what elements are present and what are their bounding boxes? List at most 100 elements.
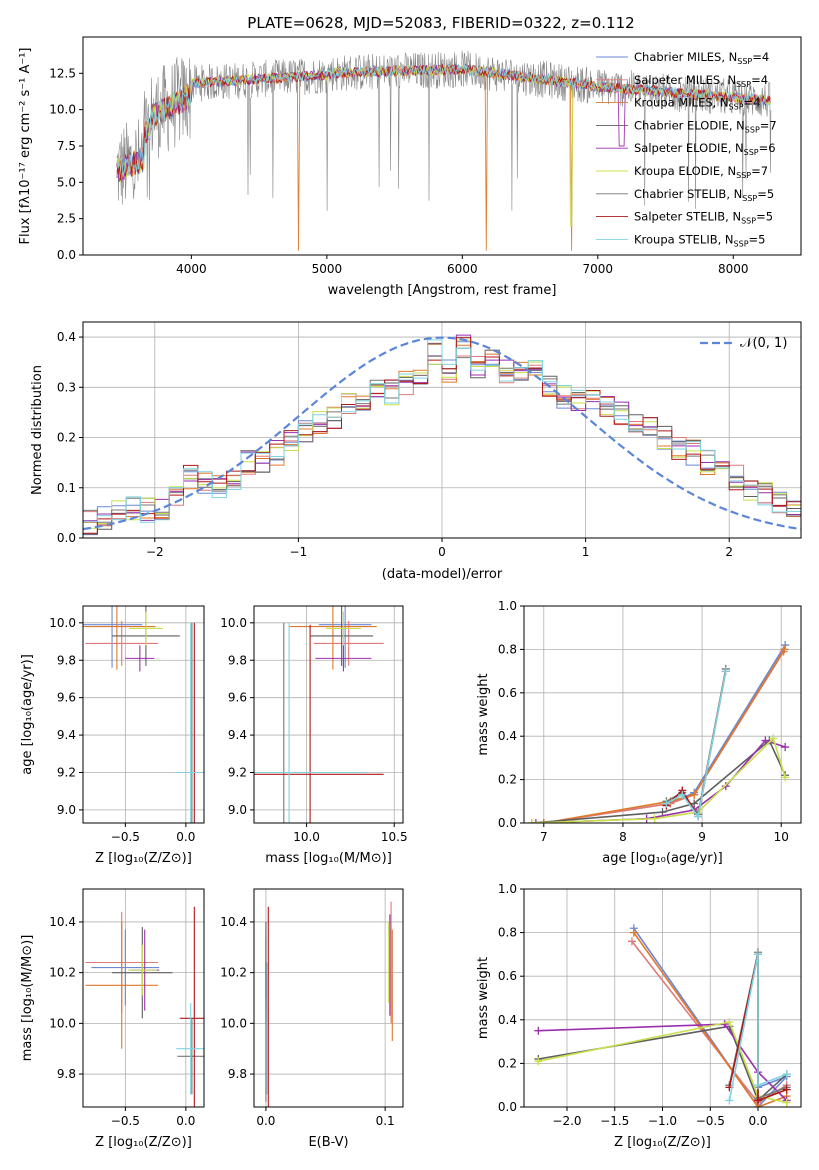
- weight-point-marker: [627, 937, 636, 946]
- residual-ytick-label: 0.0: [57, 531, 76, 545]
- weight-point-marker: [721, 782, 730, 791]
- spectrum-legend-label: Salpeter STELIB, NSSP=5: [634, 210, 773, 226]
- weight-point-marker: [694, 812, 703, 821]
- ylabel: mass weight: [476, 673, 491, 755]
- spectrum-lines: [116, 50, 772, 251]
- spectrum-xtick-label: 4000: [176, 262, 207, 276]
- ylabel: mass [log₁₀(M/M⊙)]: [20, 935, 35, 1062]
- residual-histograms: [83, 334, 801, 536]
- spectrum-ytick-label: 0.0: [57, 248, 76, 262]
- xtick-label: 0.0: [176, 1114, 195, 1128]
- weight-point-marker: [658, 808, 667, 817]
- panel-frame: [82, 888, 205, 1108]
- spectrum-legend-label: Chabrier MILES, NSSP=4: [634, 50, 769, 66]
- spectrum-xtick-label: 8000: [718, 262, 749, 276]
- panel-frame: [253, 605, 404, 824]
- spectrum-legend-label: Chabrier STELIB, NSSP=5: [634, 187, 774, 203]
- residual-ticks: −2 −1 0 1 2 0.0 0.1 0.2 0.3 0.4: [57, 330, 733, 559]
- spectrum-series-line: [116, 63, 771, 181]
- spectrum-xtick-label: 6000: [447, 262, 478, 276]
- ylabel: mass weight: [476, 957, 491, 1039]
- xtick-label: 10: [774, 830, 789, 844]
- xtick-label: −2.0: [552, 1114, 581, 1128]
- xtick-label: −1.5: [600, 1114, 629, 1128]
- plot-data: [527, 641, 790, 823]
- weight-point-marker: [534, 1026, 543, 1035]
- ytick-label: 9.8: [228, 653, 247, 667]
- spectrum-xtick-label: 7000: [583, 262, 614, 276]
- xtick-label: −0.5: [111, 830, 140, 844]
- residual-xtick-label: −2: [146, 545, 164, 559]
- xtick-label: 10.0: [293, 830, 320, 844]
- weight-series-line: [531, 739, 786, 823]
- plot-data: [265, 901, 393, 1107]
- spectrum-ytick-label: 5.0: [57, 175, 76, 189]
- weight-point-marker: [690, 790, 699, 799]
- spectrum-legend-label: Kroupa STELIB, NSSP=5: [634, 232, 765, 248]
- ytick-label: 9.6: [57, 691, 76, 705]
- residual-xtick-label: 0: [438, 545, 446, 559]
- weight-series-line: [728, 954, 787, 1101]
- ytick-label: 10.0: [49, 616, 76, 630]
- weight-point-marker: [761, 736, 770, 745]
- weight-point-marker: [662, 799, 671, 808]
- xtick-label: 0.0: [748, 1114, 767, 1128]
- weight-series-line: [543, 644, 786, 823]
- mass-vs-extinction-panel: 0.0 0.1 9.8 10.0 10.2 10.4 E(B-V): [220, 888, 404, 1150]
- xlabel: age [log₁₀(age/yr)]: [602, 851, 723, 866]
- xtick-label: −0.5: [111, 1114, 140, 1128]
- panel-frame: [523, 605, 802, 824]
- gaussian-curve: [82, 336, 802, 531]
- weight-vs-age-panel: 7 8 9 10 0.0 0.2 0.4 0.6 0.8 1.0 age [log₁₀(age/yr…: [476, 599, 802, 866]
- plot-data: [83, 606, 204, 823]
- spectrum-ylabel: Flux [fλ10⁻¹⁷ erg cm⁻² s⁻¹ A⁻¹]: [18, 48, 33, 245]
- spectrum-xlabel: wavelength [Angstrom, rest frame]: [328, 283, 557, 298]
- spectrum-legend-label: Chabrier ELODIE, NSSP=7: [634, 118, 777, 134]
- spectrum-series-line: [116, 63, 771, 177]
- xtick-label: 0.0: [256, 1114, 275, 1128]
- weight-point-marker: [782, 1085, 791, 1094]
- ytick-label: 9.0: [228, 803, 247, 817]
- ytick-label: 10.4: [220, 915, 247, 929]
- residual-xtick-label: 1: [582, 545, 590, 559]
- weight-series-line: [666, 670, 727, 819]
- spectrum-ytick-label: 2.5: [57, 212, 76, 226]
- ytick-label: 9.2: [57, 765, 76, 779]
- weight-point-marker: [527, 819, 536, 823]
- ytick-label: 9.2: [228, 765, 247, 779]
- spectrum-xtick-label: 5000: [312, 262, 343, 276]
- spectrum-panel: PLATE=0628, MJD=52083, FIBERID=0322, z=0…: [18, 14, 802, 298]
- spectrum-ytick-label: 12.5: [49, 66, 76, 80]
- ytick-label: 0.4: [498, 729, 517, 743]
- weight-point-marker: [782, 1070, 791, 1079]
- ytick-label: 0.0: [498, 1100, 517, 1114]
- xlabel: Z [log₁₀(Z/Z⊙)]: [95, 851, 192, 866]
- weight-point-marker: [534, 1057, 543, 1066]
- ytick-label: 10.0: [220, 616, 247, 630]
- weight-point-marker: [721, 667, 730, 676]
- weight-point-marker: [629, 928, 638, 937]
- residual-histogram-series: [83, 339, 801, 523]
- spectrum-legend-label: Salpeter MILES, NSSP=4: [634, 73, 768, 89]
- ytick-label: 0.6: [498, 969, 517, 983]
- weight-point-marker: [769, 734, 778, 743]
- residual-panel: −2 −1 0 1 2 0.0 0.1 0.2 0.3 0.4 (data-model)/erro…: [30, 321, 802, 582]
- residual-ylabel: Normed distribution: [30, 365, 45, 495]
- weight-point-marker: [650, 814, 659, 823]
- xtick-label: 10.5: [381, 830, 408, 844]
- weight-series-line: [633, 927, 788, 1107]
- weight-series-line: [538, 1021, 787, 1104]
- weight-point-marker: [780, 645, 789, 654]
- spectrum-legend-label: Kroupa ELODIE, NSSP=7: [634, 164, 768, 180]
- spectrum-legend-label: Salpeter ELODIE, NSSP=6: [634, 141, 776, 157]
- ytick-label: 9.4: [57, 728, 76, 742]
- xlabel: mass [log₁₀(M/M⊙)]: [265, 851, 392, 866]
- mass-vs-metallicity-panel: −0.5 0.0 9.8 10.0 10.2 10.4 Z [log₁₀(Z/Z⊙)] mas…: [20, 888, 205, 1150]
- plot-data: [85, 906, 204, 1107]
- weight-vs-metallicity-panel: −2.0 −1.5 −1.0 −0.5 0.0 0.0 0.2 0.4 0.6 0.8 1.0 Z […: [476, 882, 802, 1150]
- weight-point-marker: [781, 743, 790, 752]
- ytick-label: 0.8: [498, 642, 517, 656]
- age-vs-metallicity-panel: −0.5 0.0 9.0 9.2 9.4 9.6 9.8 10.0 Z [log₁₀(Z/Z⊙)…: [20, 605, 205, 866]
- xtick-label: −0.5: [696, 1114, 725, 1128]
